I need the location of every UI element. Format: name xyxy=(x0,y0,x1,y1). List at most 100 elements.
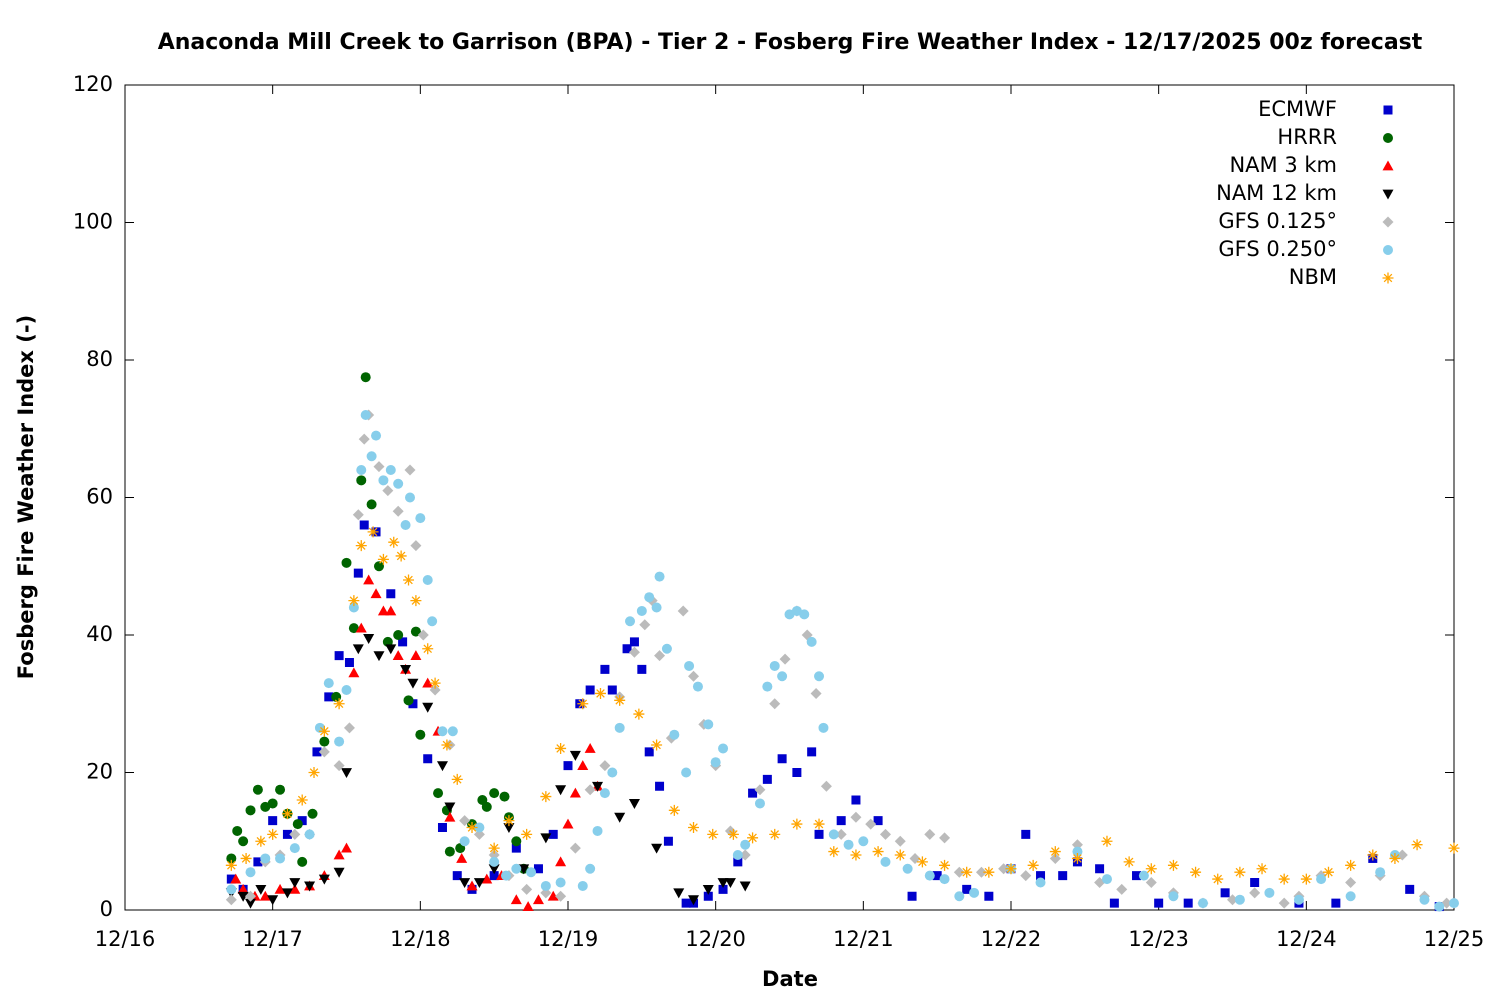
data-point xyxy=(378,475,389,486)
data-point xyxy=(668,804,680,816)
data-point xyxy=(422,643,434,655)
x-axis-label: Date xyxy=(762,967,818,991)
data-point xyxy=(633,708,645,720)
data-point xyxy=(1234,866,1246,878)
data-point xyxy=(499,791,510,802)
data-point xyxy=(1036,871,1046,881)
data-point xyxy=(1071,852,1083,864)
data-point xyxy=(547,890,559,901)
data-point xyxy=(835,828,847,840)
data-point xyxy=(1264,887,1275,898)
data-point xyxy=(762,774,772,784)
data-point xyxy=(969,887,980,898)
legend-label: GFS 0.125° xyxy=(1218,209,1337,233)
data-point xyxy=(644,592,655,603)
data-point xyxy=(779,653,791,665)
data-point xyxy=(1405,884,1415,894)
data-point xyxy=(924,828,936,840)
data-point xyxy=(1145,863,1157,875)
data-point xyxy=(628,646,640,658)
data-point xyxy=(614,812,626,823)
data-point xyxy=(281,888,293,899)
data-point xyxy=(599,760,611,772)
data-point xyxy=(733,857,743,867)
data-point xyxy=(754,798,765,809)
data-point xyxy=(555,877,566,888)
data-point xyxy=(363,574,375,585)
data-point xyxy=(688,670,700,682)
data-point xyxy=(356,465,367,475)
data-point xyxy=(1448,842,1460,854)
data-point xyxy=(348,602,359,613)
data-point xyxy=(393,478,404,489)
data-point xyxy=(456,852,468,863)
data-point xyxy=(1058,871,1068,881)
data-point xyxy=(540,880,551,891)
data-point xyxy=(392,505,404,517)
data-point xyxy=(939,832,951,844)
data-point xyxy=(521,883,533,895)
data-point xyxy=(1227,894,1238,906)
x-tick-label: 12/20 xyxy=(685,927,746,951)
data-point xyxy=(518,864,530,875)
data-point xyxy=(663,836,673,846)
data-point xyxy=(400,520,411,530)
data-point xyxy=(489,788,500,799)
data-point xyxy=(444,802,456,813)
data-point xyxy=(289,843,300,854)
data-point xyxy=(555,890,567,902)
data-point xyxy=(1183,898,1193,908)
data-point xyxy=(225,859,237,871)
data-point xyxy=(607,767,618,778)
data-point xyxy=(850,849,862,861)
data-point xyxy=(962,884,972,894)
data-point xyxy=(398,637,408,647)
data-point xyxy=(907,891,917,901)
data-point xyxy=(385,465,396,475)
chart-title: Anaconda Mill Creek to Garrison (BPA) - … xyxy=(158,30,1423,55)
data-point xyxy=(363,634,375,644)
data-point xyxy=(358,433,370,445)
data-point xyxy=(843,839,854,850)
data-point xyxy=(625,616,636,627)
legend-label: NAM 3 km xyxy=(1229,153,1337,177)
data-point xyxy=(858,836,869,847)
data-point xyxy=(410,595,422,607)
data-point xyxy=(702,884,714,895)
data-point xyxy=(828,846,840,858)
data-point xyxy=(226,853,237,864)
data-point xyxy=(769,698,781,710)
data-point xyxy=(814,829,824,839)
data-point xyxy=(673,888,685,899)
data-point xyxy=(245,898,257,909)
y-tick-label: 20 xyxy=(86,760,113,784)
data-point xyxy=(404,492,415,503)
data-point xyxy=(323,678,334,689)
x-tick-label: 12/18 xyxy=(390,927,451,951)
data-point xyxy=(1419,894,1430,905)
data-point xyxy=(1300,873,1312,885)
data-point xyxy=(1167,859,1179,871)
data-point xyxy=(669,729,680,740)
data-point xyxy=(636,605,647,616)
data-point xyxy=(807,747,817,757)
data-point xyxy=(343,722,355,734)
data-point xyxy=(1095,864,1105,874)
data-point xyxy=(281,808,293,820)
data-point xyxy=(373,561,384,572)
data-point xyxy=(415,729,426,740)
data-point xyxy=(533,864,543,874)
data-point xyxy=(909,852,921,864)
data-point xyxy=(1049,852,1061,864)
data-point xyxy=(628,799,640,809)
legend-marker xyxy=(1382,216,1394,228)
data-point xyxy=(253,857,263,867)
data-point xyxy=(451,773,463,785)
data-point xyxy=(813,818,825,830)
data-point xyxy=(275,784,286,795)
data-point xyxy=(727,828,739,840)
data-point xyxy=(681,898,691,908)
data-point xyxy=(324,692,334,702)
